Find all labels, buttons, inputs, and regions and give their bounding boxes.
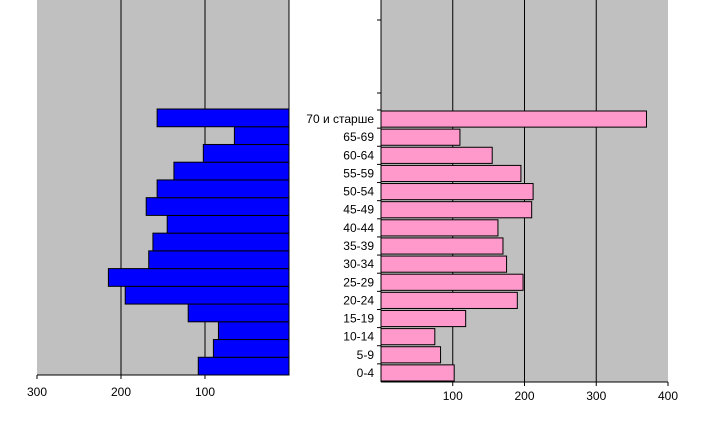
left-bar-70 и старше	[156, 108, 290, 128]
left-bar-50-54	[156, 179, 290, 199]
category-label: 55-59	[343, 166, 374, 180]
right-bar-20-24	[380, 291, 518, 309]
category-label: 35-39	[343, 239, 374, 253]
category-label: 25-29	[343, 275, 374, 289]
left-bar-0-4	[197, 356, 290, 376]
category-label: 15-19	[343, 312, 374, 326]
right-bar-55-59	[380, 164, 522, 183]
right-bar-10-14	[380, 328, 436, 346]
category-label: 5-9	[357, 348, 375, 362]
left-tick-label: 200	[111, 385, 131, 399]
right-bar-40-44	[380, 219, 499, 237]
right-bar-35-39	[380, 237, 504, 255]
category-label: 70 и старше	[306, 112, 374, 126]
left-bar-30-34	[148, 250, 290, 270]
left-bar-35-39	[152, 232, 290, 252]
left-bar-60-64	[202, 143, 290, 163]
category-label: 45-49	[343, 203, 374, 217]
category-label: 65-69	[343, 130, 374, 144]
right-bar-50-54	[380, 183, 534, 201]
category-label: 60-64	[343, 148, 374, 162]
left-bar-45-49	[145, 197, 290, 216]
left-bar-5-9	[212, 339, 290, 358]
category-label: 0-4	[357, 366, 375, 380]
category-label: 10-14	[343, 330, 374, 344]
right-tick-label: 200	[514, 389, 534, 403]
left-panel: 300 200 100	[27, 0, 290, 399]
right-tick-label: 100	[443, 389, 463, 403]
left-bar-10-14	[217, 321, 290, 341]
right-bar-5-9	[380, 346, 442, 364]
category-label: 30-34	[343, 257, 374, 271]
left-tick-label: 300	[27, 385, 47, 399]
category-label: 50-54	[343, 185, 374, 199]
right-tick-label: 400	[658, 389, 678, 403]
left-tick-label: 100	[195, 385, 215, 399]
right-bar-0-4	[380, 364, 455, 382]
left-bar-25-29	[107, 268, 290, 287]
left-bar-20-24	[124, 285, 290, 305]
right-bar-15-19	[380, 309, 467, 328]
right-bar-65-69	[380, 128, 461, 146]
right-bar-60-64	[380, 146, 493, 164]
left-bar-40-44	[166, 214, 290, 234]
right-bar-25-29	[380, 273, 524, 291]
right-bar-45-49	[380, 201, 533, 219]
right-bar-30-34	[380, 255, 508, 273]
left-bar-15-19	[187, 303, 290, 323]
left-bar-65-69	[233, 126, 290, 145]
right-tick-label: 300	[586, 389, 606, 403]
right-panel: 100 200 300 400 0-4 5-9 10-14 15-19 20-24 25-29 3…	[306, 0, 678, 403]
right-bar-70 и старше	[380, 110, 647, 128]
category-label: 20-24	[343, 293, 374, 307]
category-label: 40-44	[343, 221, 374, 235]
left-bar-55-59	[173, 161, 290, 181]
